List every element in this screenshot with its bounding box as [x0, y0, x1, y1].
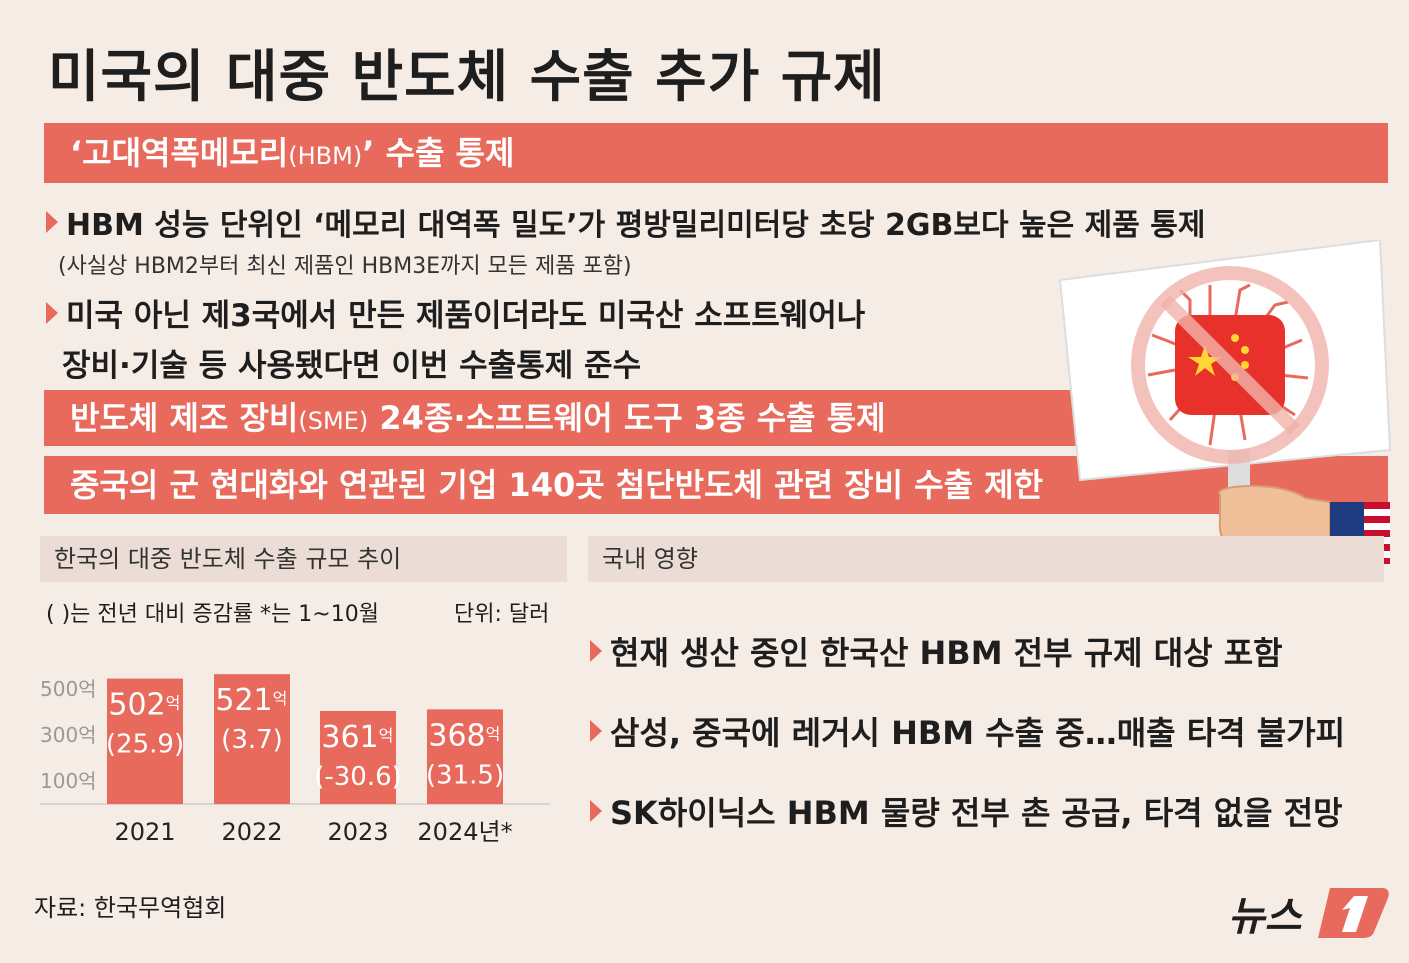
banner-abbr: (HBM)	[288, 142, 363, 170]
impact-item: 삼성, 중국에 레거시 HBM 수출 중…매출 타격 불가피	[590, 708, 1345, 754]
bar-value-label: 502	[108, 688, 165, 723]
bullet-text: HBM 성능 단위인 ‘메모리 대역폭 밀도’가 평방밀리미터당 초당 2GB보…	[66, 208, 1206, 243]
entity-list-banner: 중국의 군 현대화와 연관된 기업 140곳 첨단반도체 관련 장비 수출 제한	[44, 456, 1388, 514]
bullet-third-country-line2: 장비·기술 등 사용됐다면 이번 수출통제 준수	[62, 348, 642, 384]
domestic-impact-heading: 국내 영향	[588, 536, 1384, 582]
bullet-note: (사실상 HBM2부터 최신 제품인 HBM3E까지 모든 제품 포함)	[58, 254, 632, 279]
bullet-arrow-icon	[590, 720, 602, 742]
banner-text-post: 24종·소프트웨어 도구 3종 수출 통제	[368, 399, 886, 437]
bar	[427, 709, 503, 804]
bar-value-label: 361	[321, 720, 378, 755]
banner-text-post: ’ 수출 통제	[362, 134, 515, 172]
export-trend-heading: 한국의 대중 반도체 수출 규모 추이	[40, 536, 567, 582]
hbm-export-control-banner: ‘고대역폭메모리(HBM)’ 수출 통제	[44, 123, 1388, 183]
bar-value-unit: 억	[379, 726, 394, 745]
impact-item: 현재 생산 중인 한국산 HBM 전부 규제 대상 포함	[590, 628, 1283, 674]
bar	[214, 674, 290, 804]
page-title: 미국의 대중 반도체 수출 추가 규제	[48, 45, 886, 110]
x-tick-label: 2021	[114, 818, 175, 846]
y-tick-label: 300억	[40, 723, 97, 747]
bar-value-unit: 억	[486, 724, 501, 743]
impact-text: 현재 생산 중인 한국산 HBM 전부 규제 대상 포함	[610, 634, 1283, 672]
bar-value-unit: 억	[273, 689, 288, 708]
bullet-arrow-icon	[46, 302, 58, 324]
bar-value-label: 368	[428, 718, 485, 753]
news1-logo-text: 뉴스	[1228, 894, 1302, 940]
bar-value-label: 521	[215, 683, 272, 718]
impact-text: SK하이닉스 HBM 물량 전부 촌 공급, 타격 없을 전망	[610, 794, 1343, 832]
bar-value-unit: 억	[166, 694, 181, 713]
x-tick-label: 2024년*	[417, 818, 512, 846]
bullet-arrow-icon	[590, 800, 602, 822]
bullet-hbm-density: HBM 성능 단위인 ‘메모리 대역폭 밀도’가 평방밀리미터당 초당 2GB보…	[46, 200, 1205, 244]
bar	[107, 678, 183, 804]
banner-text: ‘고대역폭메모리	[70, 134, 289, 172]
y-tick-label: 100억	[40, 769, 97, 793]
chart-unit: 단위: 달러	[454, 602, 550, 627]
bar-change-label: (3.7)	[221, 725, 283, 755]
bullet-third-country: 미국 아닌 제3국에서 만든 제품이더라도 미국산 소프트웨어나	[46, 290, 865, 335]
bar-change-label: (-30.6)	[314, 762, 402, 792]
x-tick-label: 2022	[221, 818, 282, 846]
bar-change-label: (25.9)	[106, 730, 184, 760]
data-source: 자료: 한국무역협회	[34, 894, 227, 922]
banner-abbr: (SME)	[298, 407, 369, 435]
prohibition-icon	[1131, 266, 1329, 464]
y-tick-label: 500억	[40, 677, 97, 701]
impact-text: 삼성, 중국에 레거시 HBM 수출 중…매출 타격 불가피	[610, 714, 1346, 752]
chart-note: ( )는 전년 대비 증감률 *는 1~10월	[46, 602, 379, 627]
impact-item: SK하이닉스 HBM 물량 전부 촌 공급, 타격 없을 전망	[590, 788, 1343, 834]
bullet-text: 미국 아닌 제3국에서 만든 제품이더라도 미국산 소프트웨어나	[66, 298, 866, 334]
banner-text: 반도체 제조 장비	[70, 399, 299, 437]
bar-change-label: (31.5)	[426, 760, 504, 790]
x-tick-label: 2023	[327, 818, 388, 846]
news1-logo	[1318, 888, 1389, 938]
bar	[320, 710, 396, 804]
bullet-arrow-icon	[590, 640, 602, 662]
bullet-arrow-icon	[46, 211, 58, 233]
